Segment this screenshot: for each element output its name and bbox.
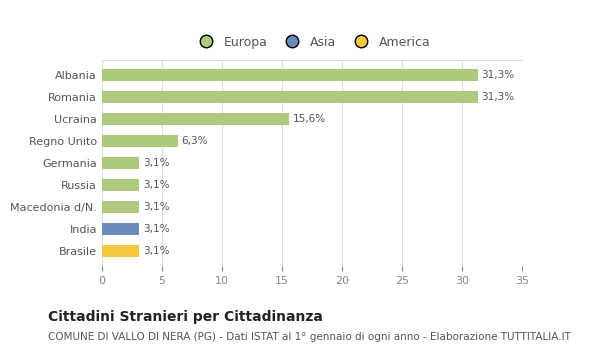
Bar (102, 91, 478, 103)
Text: Cittadini Stranieri per Cittadinanza: Cittadini Stranieri per Cittadinanza (48, 310, 323, 324)
Text: 6,3%: 6,3% (181, 136, 208, 146)
Bar (102, 113, 289, 125)
Text: 3,1%: 3,1% (143, 180, 169, 190)
Text: COMUNE DI VALLO DI NERA (PG) - Dati ISTAT al 1° gennaio di ogni anno - Elaborazi: COMUNE DI VALLO DI NERA (PG) - Dati ISTA… (48, 332, 571, 343)
Bar (102, 223, 139, 234)
Bar (102, 201, 139, 213)
Text: 15,6%: 15,6% (293, 114, 326, 124)
Bar (102, 178, 139, 191)
Text: 3,1%: 3,1% (143, 202, 169, 212)
Bar (102, 135, 178, 147)
Bar (102, 157, 139, 169)
Text: 3,1%: 3,1% (143, 224, 169, 233)
Text: 3,1%: 3,1% (143, 158, 169, 168)
Text: 31,3%: 31,3% (481, 70, 514, 80)
Bar (102, 69, 478, 81)
Legend: Europa, Asia, America: Europa, Asia, America (188, 31, 436, 54)
Bar (102, 245, 139, 257)
Text: 3,1%: 3,1% (143, 246, 169, 256)
Text: 31,3%: 31,3% (481, 92, 514, 102)
